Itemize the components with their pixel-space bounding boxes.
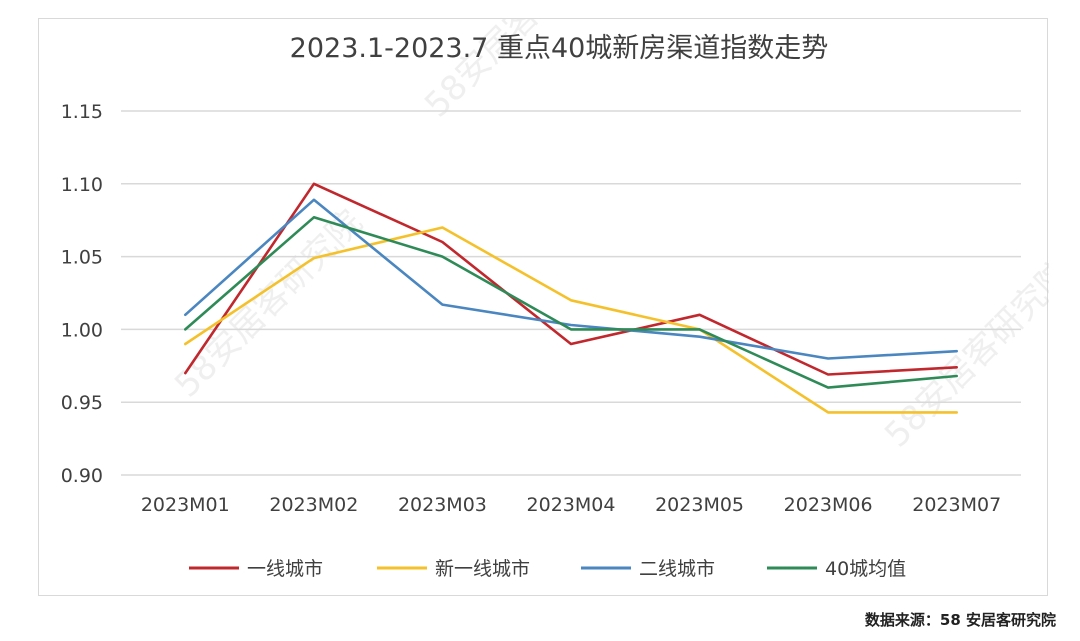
x-tick-label: 2023M04	[527, 494, 616, 516]
legend-label: 新一线城市	[435, 558, 530, 580]
source-note: 数据来源：58 安居客研究院	[864, 611, 1056, 629]
series-line-3	[184, 216, 959, 389]
x-tick-label: 2023M05	[655, 494, 744, 516]
y-tick-label: 0.90	[61, 465, 103, 487]
x-tick-label: 2023M03	[398, 494, 487, 516]
legend: 一线城市 新一线城市 二线城市 40城均值	[189, 558, 906, 580]
series-line-1	[184, 226, 959, 414]
chart-frame: 58安居客研究院 58安居客研究院 58安居客研究院 2023.1-2023.7 重…	[38, 18, 1049, 596]
x-tick-label: 2023M01	[141, 494, 230, 516]
legend-label: 二线城市	[639, 558, 715, 580]
y-tick-label: 1.00	[61, 319, 103, 341]
y-tick-label: 0.95	[61, 392, 103, 414]
grid-lines	[121, 110, 1021, 476]
x-tick-label: 2023M02	[269, 494, 358, 516]
x-axis-ticks: 2023M01 2023M02 2023M03 2023M04 2023M05 2023M…	[141, 494, 1001, 516]
y-tick-label: 1.05	[61, 247, 103, 269]
series-line-0	[184, 182, 959, 376]
legend-label: 40城均值	[825, 558, 906, 580]
x-tick-label: 2023M06	[784, 494, 873, 516]
legend-label: 一线城市	[247, 558, 323, 580]
y-tick-label: 1.10	[61, 174, 103, 196]
y-tick-label: 1.15	[61, 101, 103, 123]
series-line-2	[184, 198, 959, 360]
series-lines	[184, 182, 959, 414]
x-tick-label: 2023M07	[912, 494, 1001, 516]
chart-title: 2023.1-2023.7 重点40城新房渠道指数走势	[290, 33, 829, 64]
y-axis-ticks: 0.90 0.95 1.00 1.05 1.10 1.15	[61, 101, 103, 487]
